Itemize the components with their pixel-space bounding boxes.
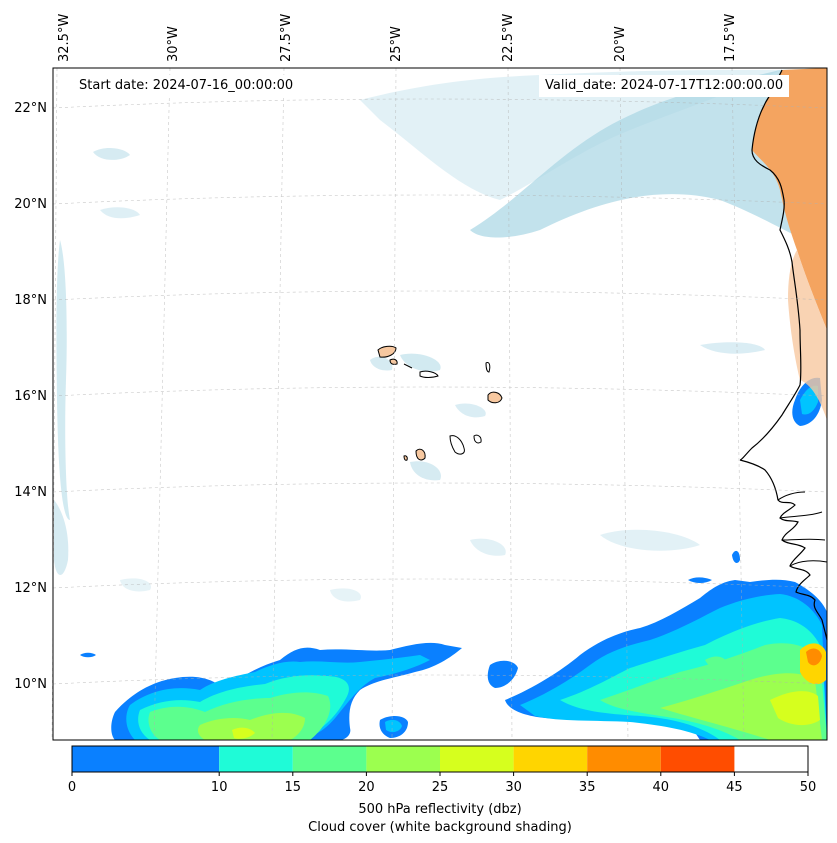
start-date-label: Start date: 2024-07-16_00:00:00	[73, 75, 300, 97]
colorbar-swatch	[292, 746, 367, 772]
colorbar-tick-label: 35	[579, 780, 596, 795]
lat-label: 12°N	[14, 581, 47, 596]
coastline	[739, 69, 828, 641]
lon-label: 32.5°W	[57, 14, 72, 62]
valid-date-label: Valid_date: 2024-07-17T12:00:00.00	[539, 75, 790, 97]
lon-label: 22.5°W	[501, 14, 516, 62]
lon-label: 30°W	[166, 26, 181, 62]
colorbar-tick-label: 15	[285, 780, 302, 795]
lon-label: 25°W	[389, 26, 404, 62]
latitude-labels: 22°N 20°N 18°N 16°N 14°N 12°N 10°N	[14, 101, 47, 692]
colorbar-tick-label: 20	[358, 780, 375, 795]
border-line	[777, 491, 828, 567]
lat-label: 10°N	[14, 677, 47, 692]
colorbar-tick-label: 0	[68, 780, 76, 795]
colorbar-tick-label: 30	[505, 780, 522, 795]
colorbar-tick-label: 45	[726, 780, 743, 795]
colorbar-swatch	[440, 746, 514, 772]
colorbar-swatch	[587, 746, 661, 772]
colorbar-swatch	[660, 746, 735, 772]
land-desert	[752, 68, 827, 330]
colorbar: 0 10 15 20 25 30 35 40 45 50 500 hPa reflectivity…	[68, 745, 816, 835]
reflectivity-shading-35	[800, 643, 826, 685]
colorbar-swatch	[513, 746, 588, 772]
colorbar-tick-label: 50	[800, 780, 817, 795]
colorbar-tick-label: 10	[211, 780, 228, 795]
lat-label: 20°N	[14, 197, 47, 212]
lon-label: 27.5°W	[279, 14, 294, 62]
lat-label: 22°N	[14, 101, 47, 116]
colorbar-title: 500 hPa reflectivity (dbz)	[358, 802, 521, 817]
lat-label: 18°N	[14, 293, 47, 308]
cape-verde-islands	[377, 345, 503, 461]
colorbar-swatches	[72, 746, 735, 772]
lon-label: 17.5°W	[723, 14, 738, 62]
colorbar-swatch	[366, 746, 440, 772]
colorbar-swatch	[219, 746, 293, 772]
lat-label: 14°N	[14, 485, 47, 500]
reflectivity-shading-30	[232, 691, 820, 739]
colorbar-tick-label: 40	[653, 780, 670, 795]
reflectivity-shading-25	[197, 673, 822, 740]
colorbar-subtitle: Cloud cover (white background shading)	[308, 820, 572, 835]
longitude-labels: 32.5°W 30°W 27.5°W 25°W 22.5°W 20°W 17.5…	[57, 14, 738, 62]
lon-label: 20°W	[613, 26, 628, 62]
colorbar-tick-label: 25	[432, 780, 449, 795]
colorbar-swatch	[72, 746, 220, 772]
cloud-cover-shading	[54, 68, 827, 602]
graticule	[51, 67, 828, 741]
colorbar-ticks: 0 10 15 20 25 30 35 40 45 50	[68, 772, 816, 795]
lat-label: 16°N	[14, 389, 47, 404]
map-frame	[52, 67, 828, 741]
land-sahel	[788, 250, 827, 420]
map-content	[51, 67, 828, 741]
